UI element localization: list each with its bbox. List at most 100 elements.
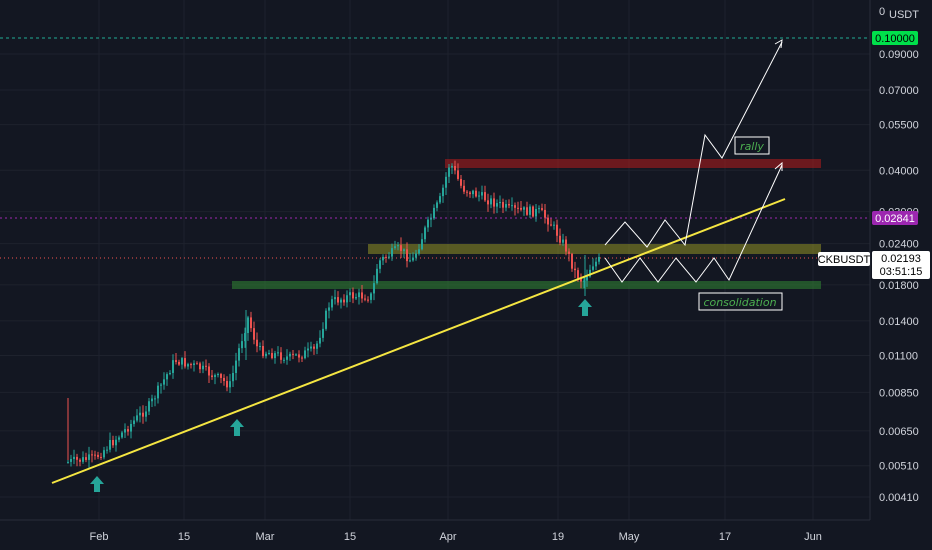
candle-body xyxy=(115,439,117,446)
candle-body xyxy=(340,299,342,303)
candle-body xyxy=(559,235,561,243)
candle-body xyxy=(598,256,600,262)
candle-body xyxy=(88,454,90,460)
price-tick: 0.02400 xyxy=(879,239,919,251)
candle-body xyxy=(433,207,435,219)
candle-body xyxy=(142,412,144,417)
support-lower-zone[interactable] xyxy=(232,281,821,289)
projection-path-consolidation xyxy=(604,164,783,283)
candle-body xyxy=(349,292,351,296)
candle-body xyxy=(499,202,501,204)
candle-body xyxy=(223,377,225,381)
candle-body xyxy=(274,353,276,359)
candle-body xyxy=(241,341,243,349)
candle-body xyxy=(532,206,534,217)
symbol-badge: CKBUSDT xyxy=(818,252,871,266)
consolidation-label-text: consolidation xyxy=(703,296,776,309)
candle-body xyxy=(457,170,459,179)
candle-body xyxy=(196,363,198,365)
candle-body xyxy=(496,203,498,207)
price-tick: 0.01800 xyxy=(879,280,919,292)
candle-body xyxy=(529,206,531,215)
candle-body xyxy=(469,192,471,195)
candle-body xyxy=(421,239,423,250)
candle-body xyxy=(517,207,519,209)
candle-body xyxy=(358,292,360,298)
candle-body xyxy=(577,270,579,279)
candle-body xyxy=(574,268,576,271)
candle-body xyxy=(526,207,528,215)
candle-body xyxy=(379,260,381,269)
candle-body xyxy=(106,449,108,451)
candle-body xyxy=(475,190,477,197)
candle-body xyxy=(328,307,330,311)
candle-body xyxy=(583,280,585,282)
projection-paths[interactable] xyxy=(604,39,783,283)
candle-body xyxy=(562,239,564,243)
resistance-zone[interactable] xyxy=(445,159,821,168)
candle-body xyxy=(286,356,288,360)
candle-body xyxy=(430,218,432,220)
candle-body xyxy=(382,256,384,261)
marker-arrow xyxy=(578,299,592,316)
candle-body xyxy=(100,456,102,458)
candle-body xyxy=(79,459,81,462)
current-price-badge: 0.02193 03:51:15 xyxy=(872,251,930,279)
candle-body xyxy=(163,379,165,385)
candle-body xyxy=(97,454,99,457)
candle-body xyxy=(145,411,147,417)
marker-arrow xyxy=(90,476,104,492)
candle-body xyxy=(265,353,267,357)
time-tick: Mar xyxy=(256,531,275,543)
rally-label-text: rally xyxy=(740,140,764,153)
candle-body xyxy=(214,375,216,377)
candle-body xyxy=(376,268,378,284)
candle-body xyxy=(82,457,84,462)
candle-body xyxy=(166,374,168,380)
price-tick: 0.01100 xyxy=(879,350,918,362)
candle-body xyxy=(541,208,543,210)
time-tick: 19 xyxy=(552,531,564,543)
candle-body xyxy=(127,429,129,432)
candle-body xyxy=(463,185,465,192)
candle-body xyxy=(268,353,270,355)
candle-body xyxy=(385,256,387,258)
candle-body xyxy=(316,343,318,349)
candle-body xyxy=(277,352,279,354)
level-price-text: 0.02841 xyxy=(875,213,915,225)
candle-body xyxy=(172,360,174,373)
currency-label: USDT xyxy=(889,9,919,21)
candle-body xyxy=(361,292,363,299)
candle-body xyxy=(94,454,96,456)
candle-body xyxy=(388,256,390,258)
candle-body xyxy=(256,339,258,347)
candle-body xyxy=(187,364,189,367)
support-upper-zone[interactable] xyxy=(368,244,821,254)
candle-body xyxy=(556,224,558,236)
candle-body xyxy=(250,317,252,329)
consolidation-label[interactable]: consolidation xyxy=(698,292,783,311)
time-tick: 15 xyxy=(178,531,190,543)
price-tick: 0.05500 xyxy=(879,120,919,132)
candle-body xyxy=(439,196,441,203)
candle-body xyxy=(334,297,336,300)
candle-body xyxy=(400,245,402,251)
candle-body xyxy=(220,374,222,378)
time-axis[interactable]: Feb 15 Mar 15 Apr 19 May 17 Jun xyxy=(0,519,870,543)
symbol-text: CKBUSDT xyxy=(818,254,871,266)
candle-body xyxy=(490,198,492,205)
candle-body xyxy=(103,450,105,458)
candle-body xyxy=(109,439,111,450)
candle-body xyxy=(244,333,246,342)
trendline[interactable] xyxy=(51,198,786,484)
candle-body xyxy=(280,352,282,360)
candle-body xyxy=(595,261,597,267)
candle-body xyxy=(514,205,516,208)
candle-body xyxy=(415,253,417,258)
candle-body xyxy=(553,224,555,226)
rally-label[interactable]: rally xyxy=(734,136,770,155)
candle-body xyxy=(211,375,213,377)
